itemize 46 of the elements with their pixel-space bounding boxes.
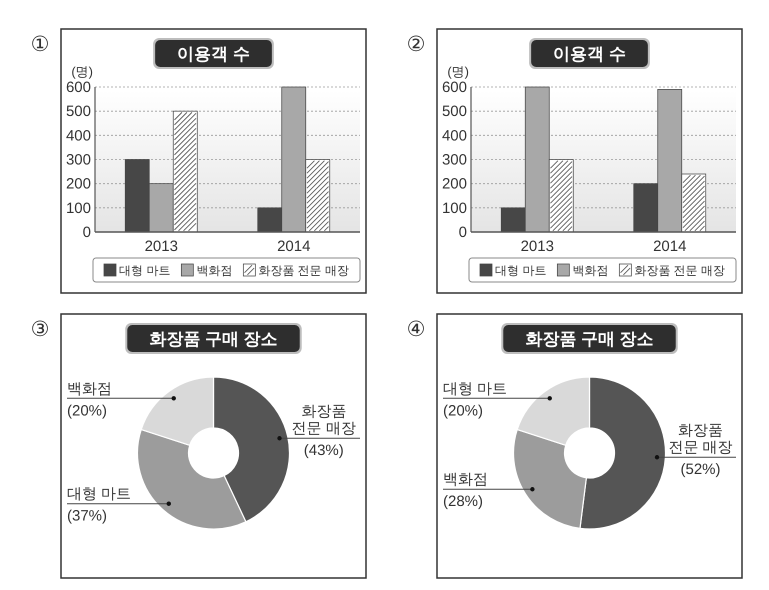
data-label: (20%) <box>443 402 484 420</box>
y-tick-label: 600 <box>66 79 91 96</box>
y-tick-label: 200 <box>442 176 467 193</box>
slice-label: 백화점 <box>443 471 488 488</box>
x-tick-label: 2014 <box>277 238 310 255</box>
y-axis-title: (명) <box>71 64 93 79</box>
slice-label: 대형 마트 <box>443 380 508 398</box>
legend-label: 대형 마트 <box>495 263 546 278</box>
y-axis-title: (명) <box>447 64 469 79</box>
slice-label: 화장품 전문 매장 <box>668 422 733 456</box>
y-tick-label: 500 <box>442 103 467 120</box>
legend-label: 화장품 전문 매장 <box>634 263 726 278</box>
chart-title: 이용객 수 <box>177 44 250 64</box>
chart-title: 화장품 구매 장소 <box>149 330 278 348</box>
x-tick-label: 2014 <box>653 238 686 255</box>
y-tick-label: 400 <box>442 127 467 144</box>
text: ④ <box>406 318 426 341</box>
data-label: (52%) <box>680 461 721 478</box>
chart-title: 이용객 수 <box>553 44 626 64</box>
legend-label: 대형 마트 <box>119 263 170 278</box>
slice-label: 대형 마트 <box>67 486 132 503</box>
y-tick-label: 0 <box>458 224 467 241</box>
legend-label: 백화점 <box>196 263 232 278</box>
data-label: (43%) <box>304 442 344 460</box>
y-tick-label: 100 <box>66 200 91 217</box>
y-tick-label: 300 <box>66 152 91 168</box>
legend-label: 백화점 <box>572 263 608 278</box>
text: ② <box>406 33 426 56</box>
x-tick-label: 2013 <box>520 238 554 255</box>
y-tick-label: 500 <box>66 103 91 120</box>
y-tick-label: 100 <box>442 200 467 217</box>
y-tick-label: 300 <box>442 152 467 168</box>
text: ① <box>30 33 50 56</box>
slice-label: 화장품 전문 매장 <box>292 403 356 438</box>
data-label: (37%) <box>67 508 108 525</box>
data-label: (20%) <box>67 402 108 420</box>
text: ③ <box>30 318 50 341</box>
y-tick-label: 200 <box>66 176 91 193</box>
legend-label: 화장품 전문 매장 <box>258 263 350 278</box>
y-tick-label: 600 <box>442 79 467 96</box>
slice-label: 백화점 <box>67 380 112 398</box>
data-label: (28%) <box>443 493 484 510</box>
y-tick-label: 400 <box>66 127 91 144</box>
y-tick-label: 0 <box>82 224 91 241</box>
chart-title: 화장품 구매 장소 <box>525 330 654 348</box>
x-tick-label: 2013 <box>144 238 178 255</box>
